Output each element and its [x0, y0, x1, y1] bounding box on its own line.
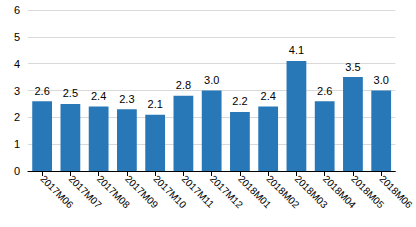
svg-text:2.4: 2.4: [261, 90, 276, 102]
svg-text:2017M07: 2017M07: [66, 173, 104, 211]
svg-text:3: 3: [14, 85, 20, 97]
svg-text:2018M03: 2018M03: [292, 173, 330, 211]
svg-text:2.8: 2.8: [176, 79, 191, 91]
svg-text:2017M10: 2017M10: [151, 173, 189, 211]
svg-text:2018M04: 2018M04: [320, 173, 358, 211]
svg-text:2018M05: 2018M05: [349, 173, 387, 211]
svg-text:4: 4: [14, 58, 20, 70]
svg-text:1: 1: [14, 138, 20, 150]
svg-text:2017M06: 2017M06: [38, 173, 76, 211]
svg-text:2.4: 2.4: [91, 90, 106, 102]
svg-text:2018M02: 2018M02: [264, 173, 302, 211]
svg-text:4.1: 4.1: [289, 44, 304, 56]
svg-text:2017M12: 2017M12: [207, 173, 245, 211]
svg-text:3.0: 3.0: [374, 74, 389, 86]
svg-text:2.2: 2.2: [232, 95, 247, 107]
svg-text:2: 2: [14, 111, 20, 123]
svg-text:2.5: 2.5: [63, 87, 78, 99]
svg-text:3.5: 3.5: [345, 61, 360, 73]
svg-text:3.0: 3.0: [204, 74, 219, 86]
svg-text:0: 0: [14, 165, 20, 177]
svg-text:2017M08: 2017M08: [94, 173, 132, 211]
svg-text:2.6: 2.6: [317, 85, 332, 97]
svg-text:2.1: 2.1: [148, 98, 163, 110]
svg-text:2.6: 2.6: [34, 85, 49, 97]
svg-text:2018M01: 2018M01: [236, 173, 274, 211]
svg-text:5: 5: [14, 31, 20, 43]
svg-text:2017M09: 2017M09: [123, 173, 161, 211]
svg-text:6: 6: [14, 4, 20, 16]
svg-text:2018M06: 2018M06: [377, 173, 415, 211]
svg-text:2.3: 2.3: [119, 93, 134, 105]
svg-text:2017M11: 2017M11: [179, 173, 217, 210]
